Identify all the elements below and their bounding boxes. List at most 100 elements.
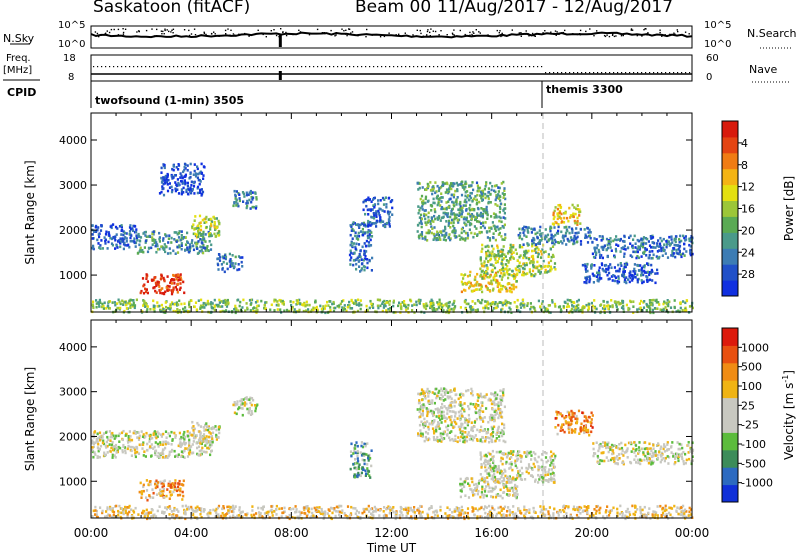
echo-cell (424, 197, 427, 201)
echo-cell (446, 409, 449, 412)
echo-cell (170, 282, 174, 285)
echo-cell (569, 214, 572, 217)
echo-cell (162, 452, 165, 456)
echo-cell (357, 298, 360, 302)
echo-cell (553, 209, 556, 213)
echo-cell (432, 238, 435, 241)
echo-cell (296, 301, 299, 305)
echo-cell (487, 200, 490, 204)
echo-cell (256, 300, 259, 303)
echo-cell (426, 239, 429, 242)
echo-cell (458, 439, 462, 442)
echo-cell (127, 436, 130, 440)
echo-cell (445, 207, 448, 211)
echo-cell (366, 308, 369, 312)
echo-cell (195, 308, 198, 311)
echo-cell (611, 305, 614, 309)
echo-cell (445, 231, 448, 235)
echo-cell (173, 303, 176, 306)
echo-cell (221, 268, 224, 271)
echo-cell (510, 246, 513, 249)
nave-dot (501, 66, 503, 68)
echo-cell (536, 231, 539, 235)
echo-cell (355, 303, 358, 307)
echo-cell (623, 234, 626, 238)
echo-cell (447, 404, 451, 408)
echo-cell (392, 299, 395, 303)
nave-dot (333, 66, 335, 68)
echo-cell (468, 208, 472, 212)
echo-cell (514, 267, 517, 270)
echo-cell (178, 230, 181, 233)
echo-cell (129, 445, 132, 449)
nsearch-dot (499, 30, 501, 32)
echo-cell (453, 229, 456, 232)
echo-cell (385, 203, 388, 206)
echo-cell (146, 498, 149, 502)
echo-cell (531, 261, 535, 264)
echo-cell (387, 307, 390, 311)
echo-cell (453, 227, 456, 230)
echo-cell (606, 255, 609, 258)
echo-cell (647, 256, 650, 260)
nsearch-dot (335, 34, 337, 36)
echo-cell (359, 474, 362, 478)
echo-cell (367, 459, 370, 462)
echo-cell (356, 454, 359, 458)
echo-cell (484, 306, 487, 310)
echo-cell (645, 302, 648, 306)
echo-cell (431, 192, 434, 196)
echo-cell (496, 412, 499, 415)
echo-cell (486, 254, 489, 258)
echo-cell (196, 452, 199, 456)
echo-cell (154, 449, 158, 453)
echo-cell (632, 270, 635, 273)
echo-cell (557, 204, 560, 207)
echo-cell (683, 242, 686, 246)
echo-cell (133, 448, 136, 452)
echo-cell (155, 291, 158, 294)
echo-cell (349, 467, 352, 471)
nave-dot (561, 72, 563, 74)
echo-cell (637, 256, 641, 260)
echo-cell (98, 435, 101, 439)
echo-cell (479, 275, 482, 278)
echo-cell (114, 456, 117, 459)
echo-cell (452, 218, 455, 222)
freq-tick-bottom: 8 (68, 72, 75, 83)
nsearch-dot (472, 35, 474, 37)
echo-cell (200, 162, 203, 166)
echo-cell (579, 308, 582, 312)
echo-cell (188, 188, 191, 192)
echo-cell (148, 234, 151, 238)
echo-cell (302, 309, 305, 313)
echo-cell (648, 278, 652, 282)
echo-cell (171, 438, 174, 441)
nsearch-dot (346, 34, 348, 37)
echo-cell (531, 242, 534, 246)
echo-cell (193, 192, 196, 195)
echo-cell (584, 236, 587, 239)
echo-cell (183, 162, 187, 166)
echo-cell (109, 450, 112, 453)
echo-cell (180, 455, 183, 458)
echo-cell (495, 254, 498, 257)
echo-cell (148, 440, 151, 443)
nave-dot (237, 66, 239, 68)
echo-cell (338, 304, 341, 307)
echo-cell (260, 299, 263, 303)
echo-cell (522, 256, 525, 260)
echo-cell (153, 430, 156, 433)
echo-cell (255, 198, 258, 201)
echo-cell (491, 289, 495, 292)
echo-cell (650, 263, 653, 267)
echo-cell (145, 275, 148, 279)
echo-cell (174, 434, 177, 437)
echo-cell (176, 282, 180, 286)
echo-cell (142, 443, 145, 446)
echo-cell (251, 205, 254, 209)
echo-cell (688, 305, 692, 308)
echo-cell (354, 299, 357, 302)
nsearch-dot (613, 35, 616, 38)
echo-cell (420, 225, 423, 229)
